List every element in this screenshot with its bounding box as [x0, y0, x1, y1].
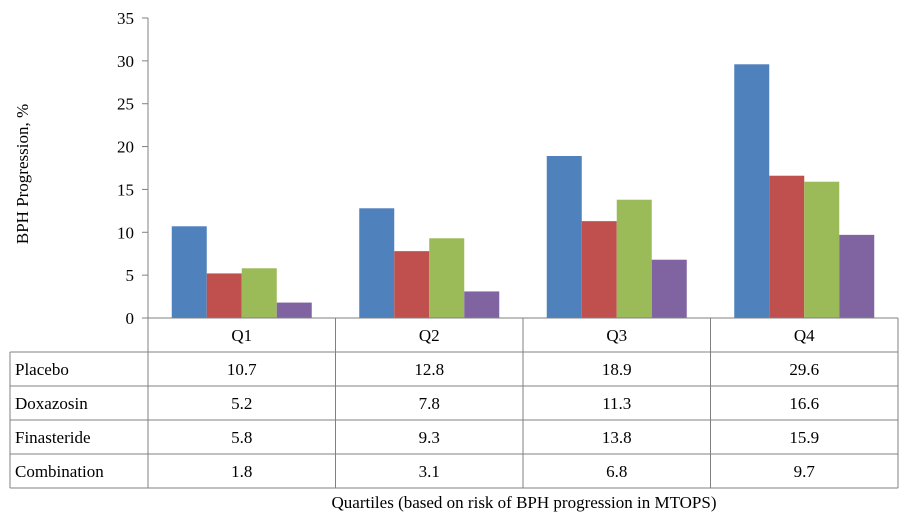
table-cell: 29.6	[789, 360, 819, 379]
data-table: Q1 Q2 Q3 Q4 Placebo 10.7 12.8 18.9 29.6 Doxazosin…	[9, 317, 899, 489]
category-label: Q4	[794, 326, 815, 345]
table-cell: 7.8	[419, 394, 440, 413]
table-cell: 3.1	[419, 462, 440, 481]
series-label: Finasteride	[15, 428, 91, 447]
y-tick-label: 20	[117, 138, 134, 157]
bar-placebo-q4	[734, 64, 770, 319]
table-cell: 5.8	[231, 428, 252, 447]
table-cell: 9.7	[794, 462, 816, 481]
bar-finasteride-q2	[429, 238, 465, 318]
bar-finasteride-q4	[804, 181, 840, 318]
y-tick-label: 30	[117, 52, 134, 71]
table-cell: 16.6	[789, 394, 819, 413]
table-cell: 15.9	[789, 428, 819, 447]
category-label: Q1	[231, 326, 252, 345]
bar-combination-q4	[839, 234, 875, 318]
bar-placebo-q3	[546, 156, 582, 318]
bar-placebo-q1	[171, 226, 207, 318]
series-label: Combination	[15, 462, 104, 481]
table-cell: 9.3	[419, 428, 440, 447]
y-tick-label: 5	[126, 266, 135, 285]
bar-finasteride-q1	[241, 268, 277, 318]
bar-doxazosin-q1	[206, 273, 242, 318]
series-label: Doxazosin	[15, 394, 88, 413]
x-axis-label: Quartiles (based on risk of BPH progress…	[332, 493, 717, 512]
bar-doxazosin-q3	[581, 221, 617, 318]
series-label: Placebo	[15, 360, 69, 379]
axes-group: 0 5 10 15 20 25 30 35	[117, 9, 149, 328]
category-label: Q3	[606, 326, 627, 345]
table-cell: 12.8	[414, 360, 444, 379]
table-cell: 5.2	[231, 394, 252, 413]
bar-finasteride-q3	[616, 199, 652, 318]
table-cell: 13.8	[602, 428, 632, 447]
bar-doxazosin-q4	[769, 175, 805, 318]
bar-combination-q2	[464, 291, 500, 318]
y-tick-label: 35	[117, 9, 134, 28]
bar-combination-q1	[276, 302, 312, 318]
bar-placebo-q2	[359, 208, 395, 318]
category-label: Q2	[419, 326, 440, 345]
y-tick-label: 10	[117, 223, 134, 242]
y-tick-label: 0	[126, 309, 135, 328]
y-axis-label: BPH Progression, %	[13, 104, 32, 244]
y-tick-label: 15	[117, 180, 134, 199]
table-cell: 11.3	[602, 394, 631, 413]
table-cell: 6.8	[606, 462, 627, 481]
table-cell: 1.8	[231, 462, 252, 481]
y-tick-label: 25	[117, 95, 134, 114]
bar-combination-q3	[651, 259, 687, 318]
table-cell: 10.7	[227, 360, 257, 379]
table-cell: 18.9	[602, 360, 632, 379]
bars-group	[171, 64, 875, 319]
bar-doxazosin-q2	[394, 251, 430, 318]
